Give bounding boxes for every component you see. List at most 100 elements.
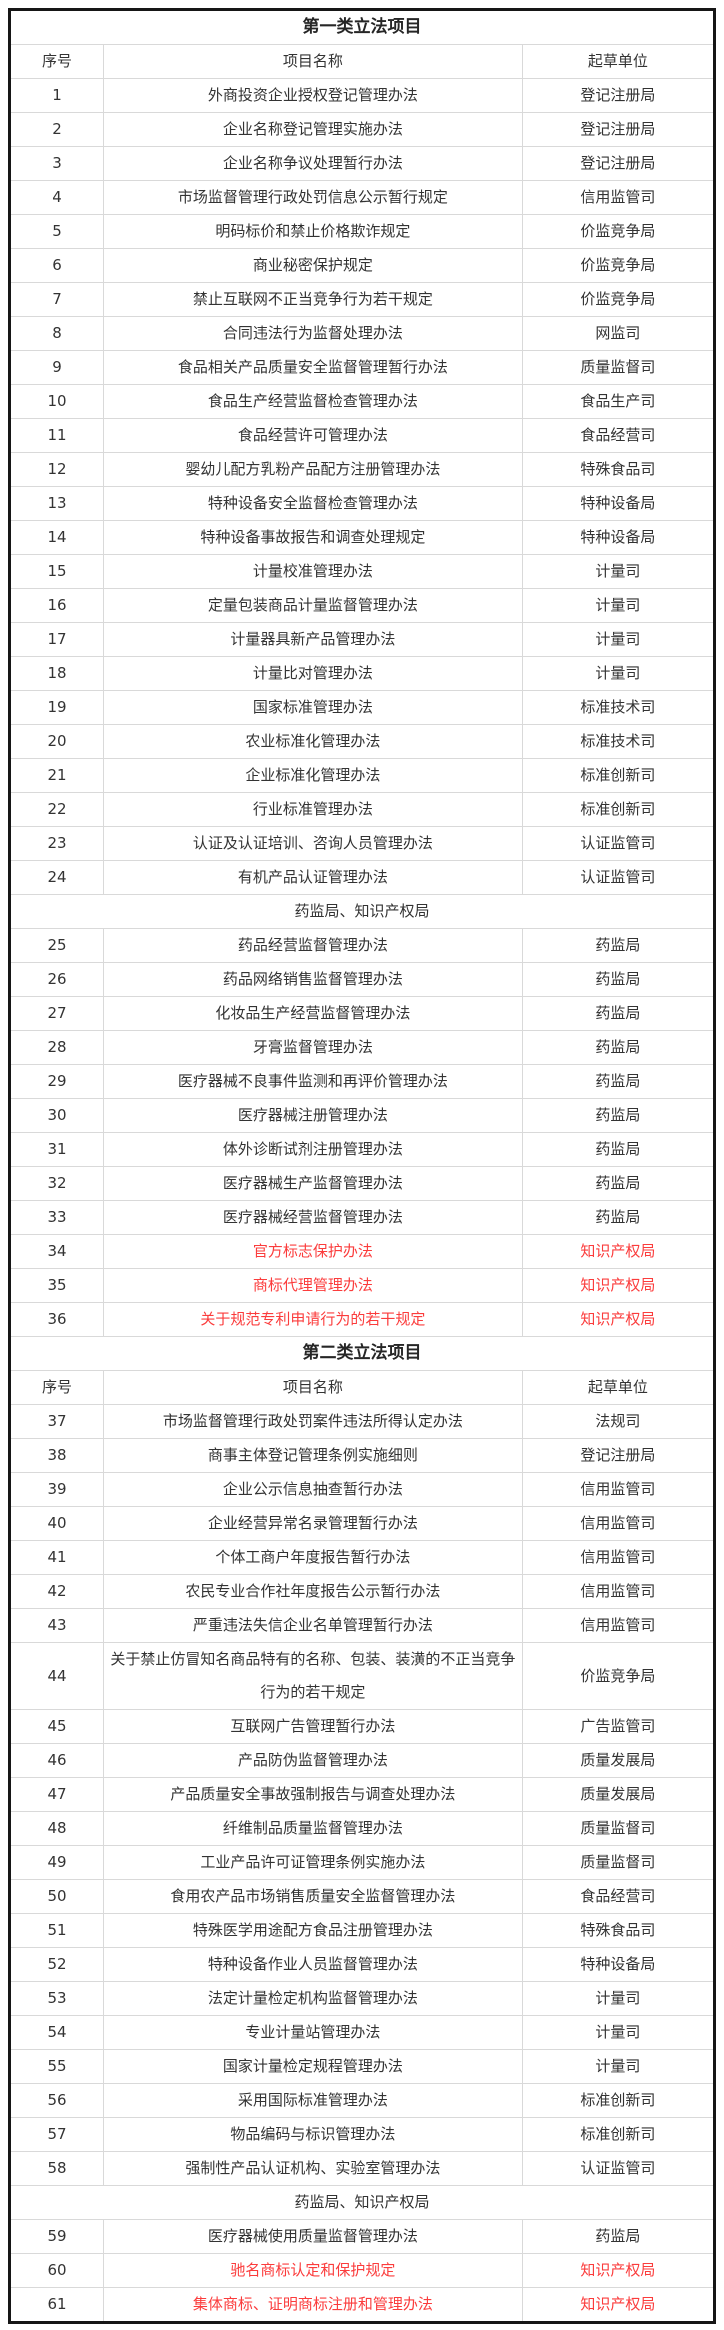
drafting-unit: 标准技术司 <box>521 724 716 759</box>
group-label: 药监局、知识产权局 <box>9 2185 715 2220</box>
table-row: 40 企业经营异常名录管理暂行办法 信用监管司 <box>8 1506 716 1541</box>
table-row: 5 明码标价和禁止价格欺诈规定 价监竞争局 <box>8 214 716 249</box>
drafting-unit: 特殊食品司 <box>521 452 716 487</box>
drafting-unit: 食品经营司 <box>521 418 716 453</box>
drafting-unit: 广告监管司 <box>521 1709 716 1744</box>
table-row: 39 企业公示信息抽查暂行办法 信用监管司 <box>8 1472 716 1507</box>
drafting-unit: 认证监管司 <box>521 2151 716 2186</box>
table-row: 11 食品经营许可管理办法 食品经营司 <box>8 418 716 453</box>
drafting-unit: 认证监管司 <box>521 826 716 861</box>
table-row: 58 强制性产品认证机构、实验室管理办法 认证监管司 <box>8 2151 716 2186</box>
drafting-unit: 信用监管司 <box>521 1608 716 1643</box>
table-row: 6 商业秘密保护规定 价监竞争局 <box>8 248 716 283</box>
table-row: 61 集体商标、证明商标注册和管理办法 知识产权局 <box>8 2287 716 2323</box>
table-row: 43 严重违法失信企业名单管理暂行办法 信用监管司 <box>8 1608 716 1643</box>
table-row: 23 认证及认证培训、咨询人员管理办法 认证监管司 <box>8 826 716 861</box>
table-row: 3 企业名称争议处理暂行办法 登记注册局 <box>8 146 716 181</box>
table-row: 59 医疗器械使用质量监督管理办法 药监局 <box>8 2219 716 2254</box>
drafting-unit: 价监竞争局 <box>521 248 716 283</box>
row-number: 13 <box>8 486 105 521</box>
project-name: 医疗器械经营监督管理办法 <box>103 1200 523 1235</box>
group-row: 药监局、知识产权局 <box>9 894 715 929</box>
table-row: 7 禁止互联网不正当竞争行为若干规定 价监竞争局 <box>8 282 716 317</box>
drafting-unit: 网监司 <box>521 316 716 351</box>
project-name: 驰名商标认定和保护规定 <box>103 2253 523 2288</box>
row-number: 4 <box>8 180 105 215</box>
project-name: 市场监督管理行政处罚案件违法所得认定办法 <box>103 1404 523 1439</box>
table-row: 33 医疗器械经营监督管理办法 药监局 <box>8 1200 716 1235</box>
table-row: 8 合同违法行为监督处理办法 网监司 <box>8 316 716 351</box>
row-number: 19 <box>8 690 105 725</box>
drafting-unit: 特种设备局 <box>521 1947 716 1982</box>
drafting-unit: 药监局 <box>521 1098 716 1133</box>
project-name: 关于禁止仿冒知名商品特有的名称、包装、装潢的不正当竞争行为的若干规定 <box>103 1642 523 1710</box>
row-number: 12 <box>8 452 105 487</box>
table-row: 15 计量校准管理办法 计量司 <box>8 554 716 589</box>
row-number: 25 <box>8 928 105 963</box>
drafting-unit: 药监局 <box>521 2219 716 2254</box>
row-number: 43 <box>8 1608 105 1643</box>
project-name: 明码标价和禁止价格欺诈规定 <box>103 214 523 249</box>
row-number: 30 <box>8 1098 105 1133</box>
table-row: 51 特殊医学用途配方食品注册管理办法 特殊食品司 <box>8 1913 716 1948</box>
project-name: 官方标志保护办法 <box>103 1234 523 1269</box>
row-number: 49 <box>8 1845 105 1880</box>
project-name: 药品经营监督管理办法 <box>103 928 523 963</box>
table-row: 18 计量比对管理办法 计量司 <box>8 656 716 691</box>
project-name: 农民专业合作社年度报告公示暂行办法 <box>103 1574 523 1609</box>
drafting-unit: 药监局 <box>521 1064 716 1099</box>
drafting-unit: 标准技术司 <box>521 690 716 725</box>
row-number: 59 <box>8 2219 105 2254</box>
table-row: 48 纤维制品质量监督管理办法 质量监督司 <box>8 1811 716 1846</box>
table-row: 45 互联网广告管理暂行办法 广告监管司 <box>8 1709 716 1744</box>
project-name: 关于规范专利申请行为的若干规定 <box>103 1302 523 1337</box>
drafting-unit: 质量发展局 <box>521 1777 716 1812</box>
table-row: 31 体外诊断试剂注册管理办法 药监局 <box>8 1132 716 1167</box>
table-row: 47 产品质量安全事故强制报告与调查处理办法 质量发展局 <box>8 1777 716 1812</box>
column-header-no: 序号 <box>8 44 105 79</box>
table-row: 2 企业名称登记管理实施办法 登记注册局 <box>8 112 716 147</box>
row-number: 1 <box>8 78 105 113</box>
table-row: 21 企业标准化管理办法 标准创新司 <box>8 758 716 793</box>
table-row: 9 食品相关产品质量安全监督管理暂行办法 质量监督司 <box>8 350 716 385</box>
project-name: 医疗器械注册管理办法 <box>103 1098 523 1133</box>
row-number: 61 <box>8 2287 105 2323</box>
table-body: 第一类立法项目 序号 项目名称 起草单位 1 外商投资企业授权登记管理办法 登记… <box>8 9 716 2323</box>
project-name: 行业标准管理办法 <box>103 792 523 827</box>
row-number: 31 <box>8 1132 105 1167</box>
project-name: 企业名称登记管理实施办法 <box>103 112 523 147</box>
project-name: 特种设备安全监督检查管理办法 <box>103 486 523 521</box>
drafting-unit: 知识产权局 <box>521 2253 716 2288</box>
drafting-unit: 知识产权局 <box>521 2287 716 2323</box>
table-row: 27 化妆品生产经营监督管理办法 药监局 <box>8 996 716 1031</box>
drafting-unit: 价监竞争局 <box>521 1642 716 1710</box>
drafting-unit: 标准创新司 <box>521 2117 716 2152</box>
project-name: 强制性产品认证机构、实验室管理办法 <box>103 2151 523 2186</box>
row-number: 39 <box>8 1472 105 1507</box>
section-title-row: 第二类立法项目 <box>9 1336 715 1371</box>
table-row: 36 关于规范专利申请行为的若干规定 知识产权局 <box>8 1302 716 1337</box>
table-row: 42 农民专业合作社年度报告公示暂行办法 信用监管司 <box>8 1574 716 1609</box>
project-name: 特种设备事故报告和调查处理规定 <box>103 520 523 555</box>
drafting-unit: 知识产权局 <box>521 1302 716 1337</box>
table-row: 24 有机产品认证管理办法 认证监管司 <box>8 860 716 895</box>
row-number: 27 <box>8 996 105 1031</box>
table-row: 25 药品经营监督管理办法 药监局 <box>8 928 716 963</box>
drafting-unit: 登记注册局 <box>521 1438 716 1473</box>
project-name: 食品相关产品质量安全监督管理暂行办法 <box>103 350 523 385</box>
project-name: 集体商标、证明商标注册和管理办法 <box>103 2287 523 2323</box>
column-header-name: 项目名称 <box>103 1370 523 1405</box>
drafting-unit: 知识产权局 <box>521 1268 716 1303</box>
drafting-unit: 质量监督司 <box>521 350 716 385</box>
table-row: 1 外商投资企业授权登记管理办法 登记注册局 <box>8 78 716 113</box>
table-row: 37 市场监督管理行政处罚案件违法所得认定办法 法规司 <box>8 1404 716 1439</box>
table-row: 56 采用国际标准管理办法 标准创新司 <box>8 2083 716 2118</box>
project-name: 个体工商户年度报告暂行办法 <box>103 1540 523 1575</box>
row-number: 7 <box>8 282 105 317</box>
drafting-unit: 质量监督司 <box>521 1811 716 1846</box>
row-number: 50 <box>8 1879 105 1914</box>
row-number: 6 <box>8 248 105 283</box>
row-number: 40 <box>8 1506 105 1541</box>
drafting-unit: 质量发展局 <box>521 1743 716 1778</box>
